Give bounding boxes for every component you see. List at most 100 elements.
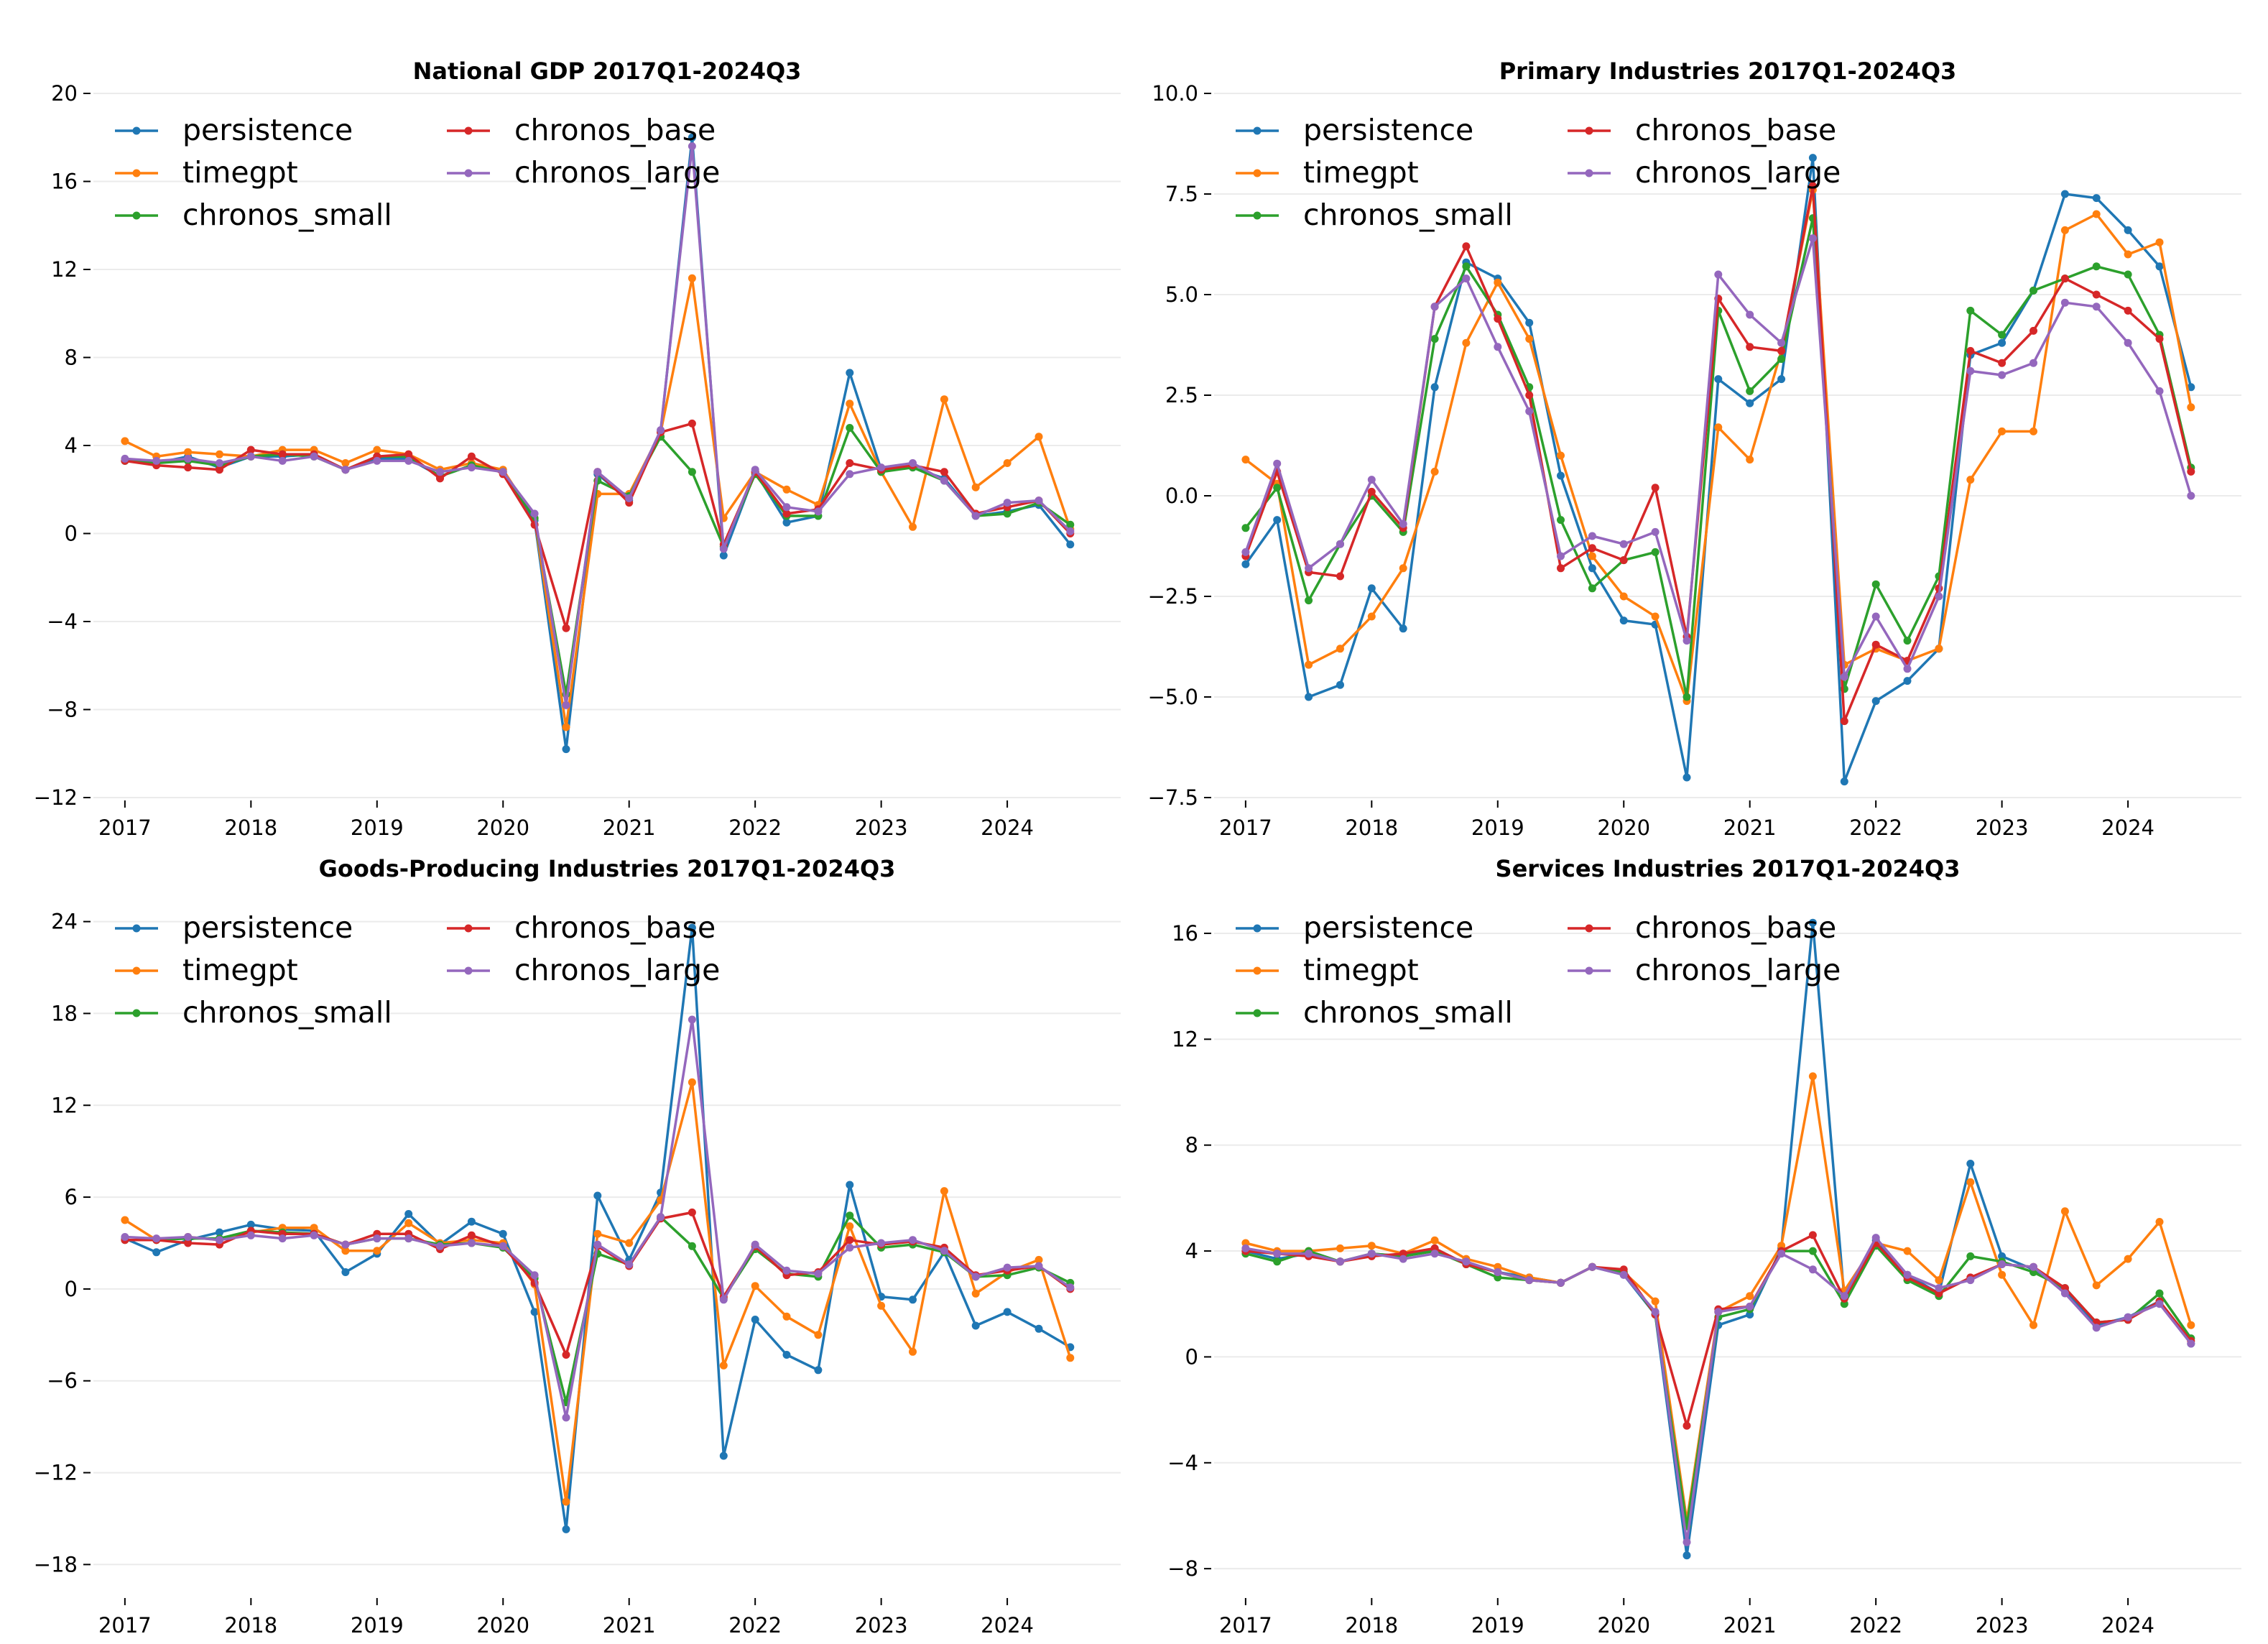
data-point-chronos_large: [751, 1240, 759, 1249]
y-tick-label: 12: [51, 257, 78, 282]
data-point-persistence: [1840, 777, 1848, 786]
data-point-persistence: [2092, 194, 2101, 203]
data-point-timegpt: [2060, 1207, 2069, 1216]
legend-label-timegpt: timegpt: [182, 155, 298, 190]
data-point-chronos_large: [1966, 1276, 1975, 1285]
x-tick-label: 2020: [1597, 816, 1650, 840]
data-point-chronos_large: [404, 456, 413, 465]
data-point-chronos_base: [562, 624, 570, 632]
x-tick-label: 2020: [1597, 1613, 1650, 1638]
data-point-chronos_large: [2029, 359, 2037, 367]
data-point-chronos_small: [1462, 262, 1471, 271]
y-tick-label: 8: [1185, 1133, 1198, 1158]
y-tick-label: 8: [65, 346, 78, 370]
data-point-timegpt: [1619, 592, 1628, 601]
x-tick-label: 2022: [1849, 816, 1902, 840]
data-point-chronos_small: [846, 1211, 854, 1220]
data-point-persistence: [562, 1525, 570, 1533]
data-point-chronos_large: [593, 1240, 602, 1249]
panel-services-industries: Services Industries 2017Q1-2024Q3 −8 −4 0 4 8…: [1167, 855, 2241, 1638]
data-point-persistence: [1399, 624, 1407, 633]
data-point-chronos_base: [2029, 326, 2037, 335]
data-point-persistence: [719, 551, 728, 560]
data-point-chronos_large: [184, 454, 193, 463]
panel-primary-industries: Primary Industries 2017Q1-2024Q3 −7.5 −5.0…: [1148, 57, 2241, 840]
data-point-chronos_large: [1808, 234, 1817, 243]
data-point-chronos_base: [184, 1239, 193, 1247]
y-tick-label: 6: [65, 1185, 78, 1209]
data-point-persistence: [1367, 584, 1376, 593]
data-point-chronos_large: [2155, 1300, 2164, 1308]
x-tick-label: 2023: [1976, 1613, 2029, 1638]
data-point-chronos_small: [2092, 262, 2101, 271]
data-point-chronos_large: [1273, 1250, 1282, 1258]
data-point-chronos_large: [562, 701, 570, 709]
data-point-chronos_large: [1557, 552, 1565, 560]
chart-title: Goods-Producing Industries 2017Q1-2024Q3: [319, 855, 896, 882]
data-point-persistence: [688, 133, 696, 142]
data-point-chronos_small: [1066, 520, 1075, 529]
data-point-chronos_large: [1494, 343, 1502, 351]
data-point-timegpt: [1746, 456, 1754, 464]
legend-label-chronos_small: chronos_small: [1303, 198, 1513, 232]
data-point-persistence: [467, 1217, 476, 1226]
x-tick-label: 2019: [1471, 1613, 1524, 1638]
legend-label-chronos_small: chronos_small: [182, 198, 392, 232]
y-tick-label: 16: [1172, 921, 1198, 946]
data-point-timegpt: [1367, 612, 1376, 621]
data-point-timegpt: [1066, 1354, 1075, 1362]
data-point-timegpt: [1462, 338, 1471, 347]
data-point-chronos_large: [2155, 387, 2164, 395]
data-point-chronos_large: [1525, 407, 1534, 415]
data-point-chronos_base: [436, 474, 444, 483]
legend-marker-persistence: [132, 126, 141, 135]
y-tick-label: 12: [51, 1093, 78, 1117]
data-point-chronos_small: [1683, 693, 1691, 701]
y-tick-label: −2.5: [1148, 584, 1198, 609]
x-tick-label: 2017: [98, 816, 152, 840]
data-point-chronos_small: [2029, 286, 2037, 295]
data-point-chronos_large: [341, 466, 350, 474]
data-point-persistence: [1966, 1160, 1975, 1168]
data-point-chronos_base: [1777, 346, 1786, 355]
data-point-persistence: [782, 518, 791, 527]
legend-label-chronos_large: chronos_large: [514, 953, 720, 987]
legend-marker-chronos_large: [464, 966, 473, 975]
data-point-chronos_large: [2092, 1324, 2101, 1332]
legend-label-chronos_large: chronos_large: [1635, 953, 1841, 987]
data-point-persistence: [1903, 677, 1912, 685]
y-tick-label: 0.0: [1165, 484, 1198, 508]
data-point-persistence: [1066, 540, 1075, 549]
data-point-timegpt: [2155, 1218, 2164, 1226]
x-tick-label: 2022: [1849, 1613, 1902, 1638]
data-point-chronos_base: [1588, 544, 1596, 553]
legend-marker-chronos_large: [1585, 966, 1593, 975]
data-point-timegpt: [1966, 1178, 1975, 1186]
data-point-chronos_base: [404, 450, 413, 458]
legend-label-persistence: persistence: [182, 113, 353, 147]
data-point-timegpt: [1935, 1276, 1943, 1285]
data-point-chronos_large: [719, 1296, 728, 1304]
data-point-timegpt: [373, 1247, 381, 1255]
data-point-chronos_large: [1430, 1250, 1439, 1258]
x-tick-label: 2022: [728, 1613, 782, 1638]
x-tick-label: 2019: [1471, 816, 1524, 840]
data-point-chronos_large: [2187, 1339, 2195, 1348]
data-point-timegpt: [782, 485, 791, 494]
data-point-chronos_large: [1998, 371, 2007, 379]
data-point-chronos_small: [2155, 1289, 2164, 1298]
y-tick-label: 0: [65, 522, 78, 546]
legend-label-chronos_small: chronos_small: [182, 995, 392, 1030]
data-point-chronos_large: [1714, 270, 1723, 279]
data-point-persistence: [782, 1351, 791, 1359]
data-point-persistence: [719, 1451, 728, 1460]
y-tick-label: −8: [47, 698, 78, 722]
data-point-chronos_large: [782, 503, 791, 512]
data-point-chronos_large: [1903, 1270, 1912, 1279]
data-point-timegpt: [1035, 1255, 1043, 1264]
data-point-chronos_large: [2124, 338, 2132, 347]
data-point-chronos_large: [2092, 303, 2101, 311]
data-point-chronos_small: [688, 1242, 696, 1250]
data-point-chronos_large: [152, 456, 161, 465]
data-point-chronos_large: [688, 142, 696, 150]
